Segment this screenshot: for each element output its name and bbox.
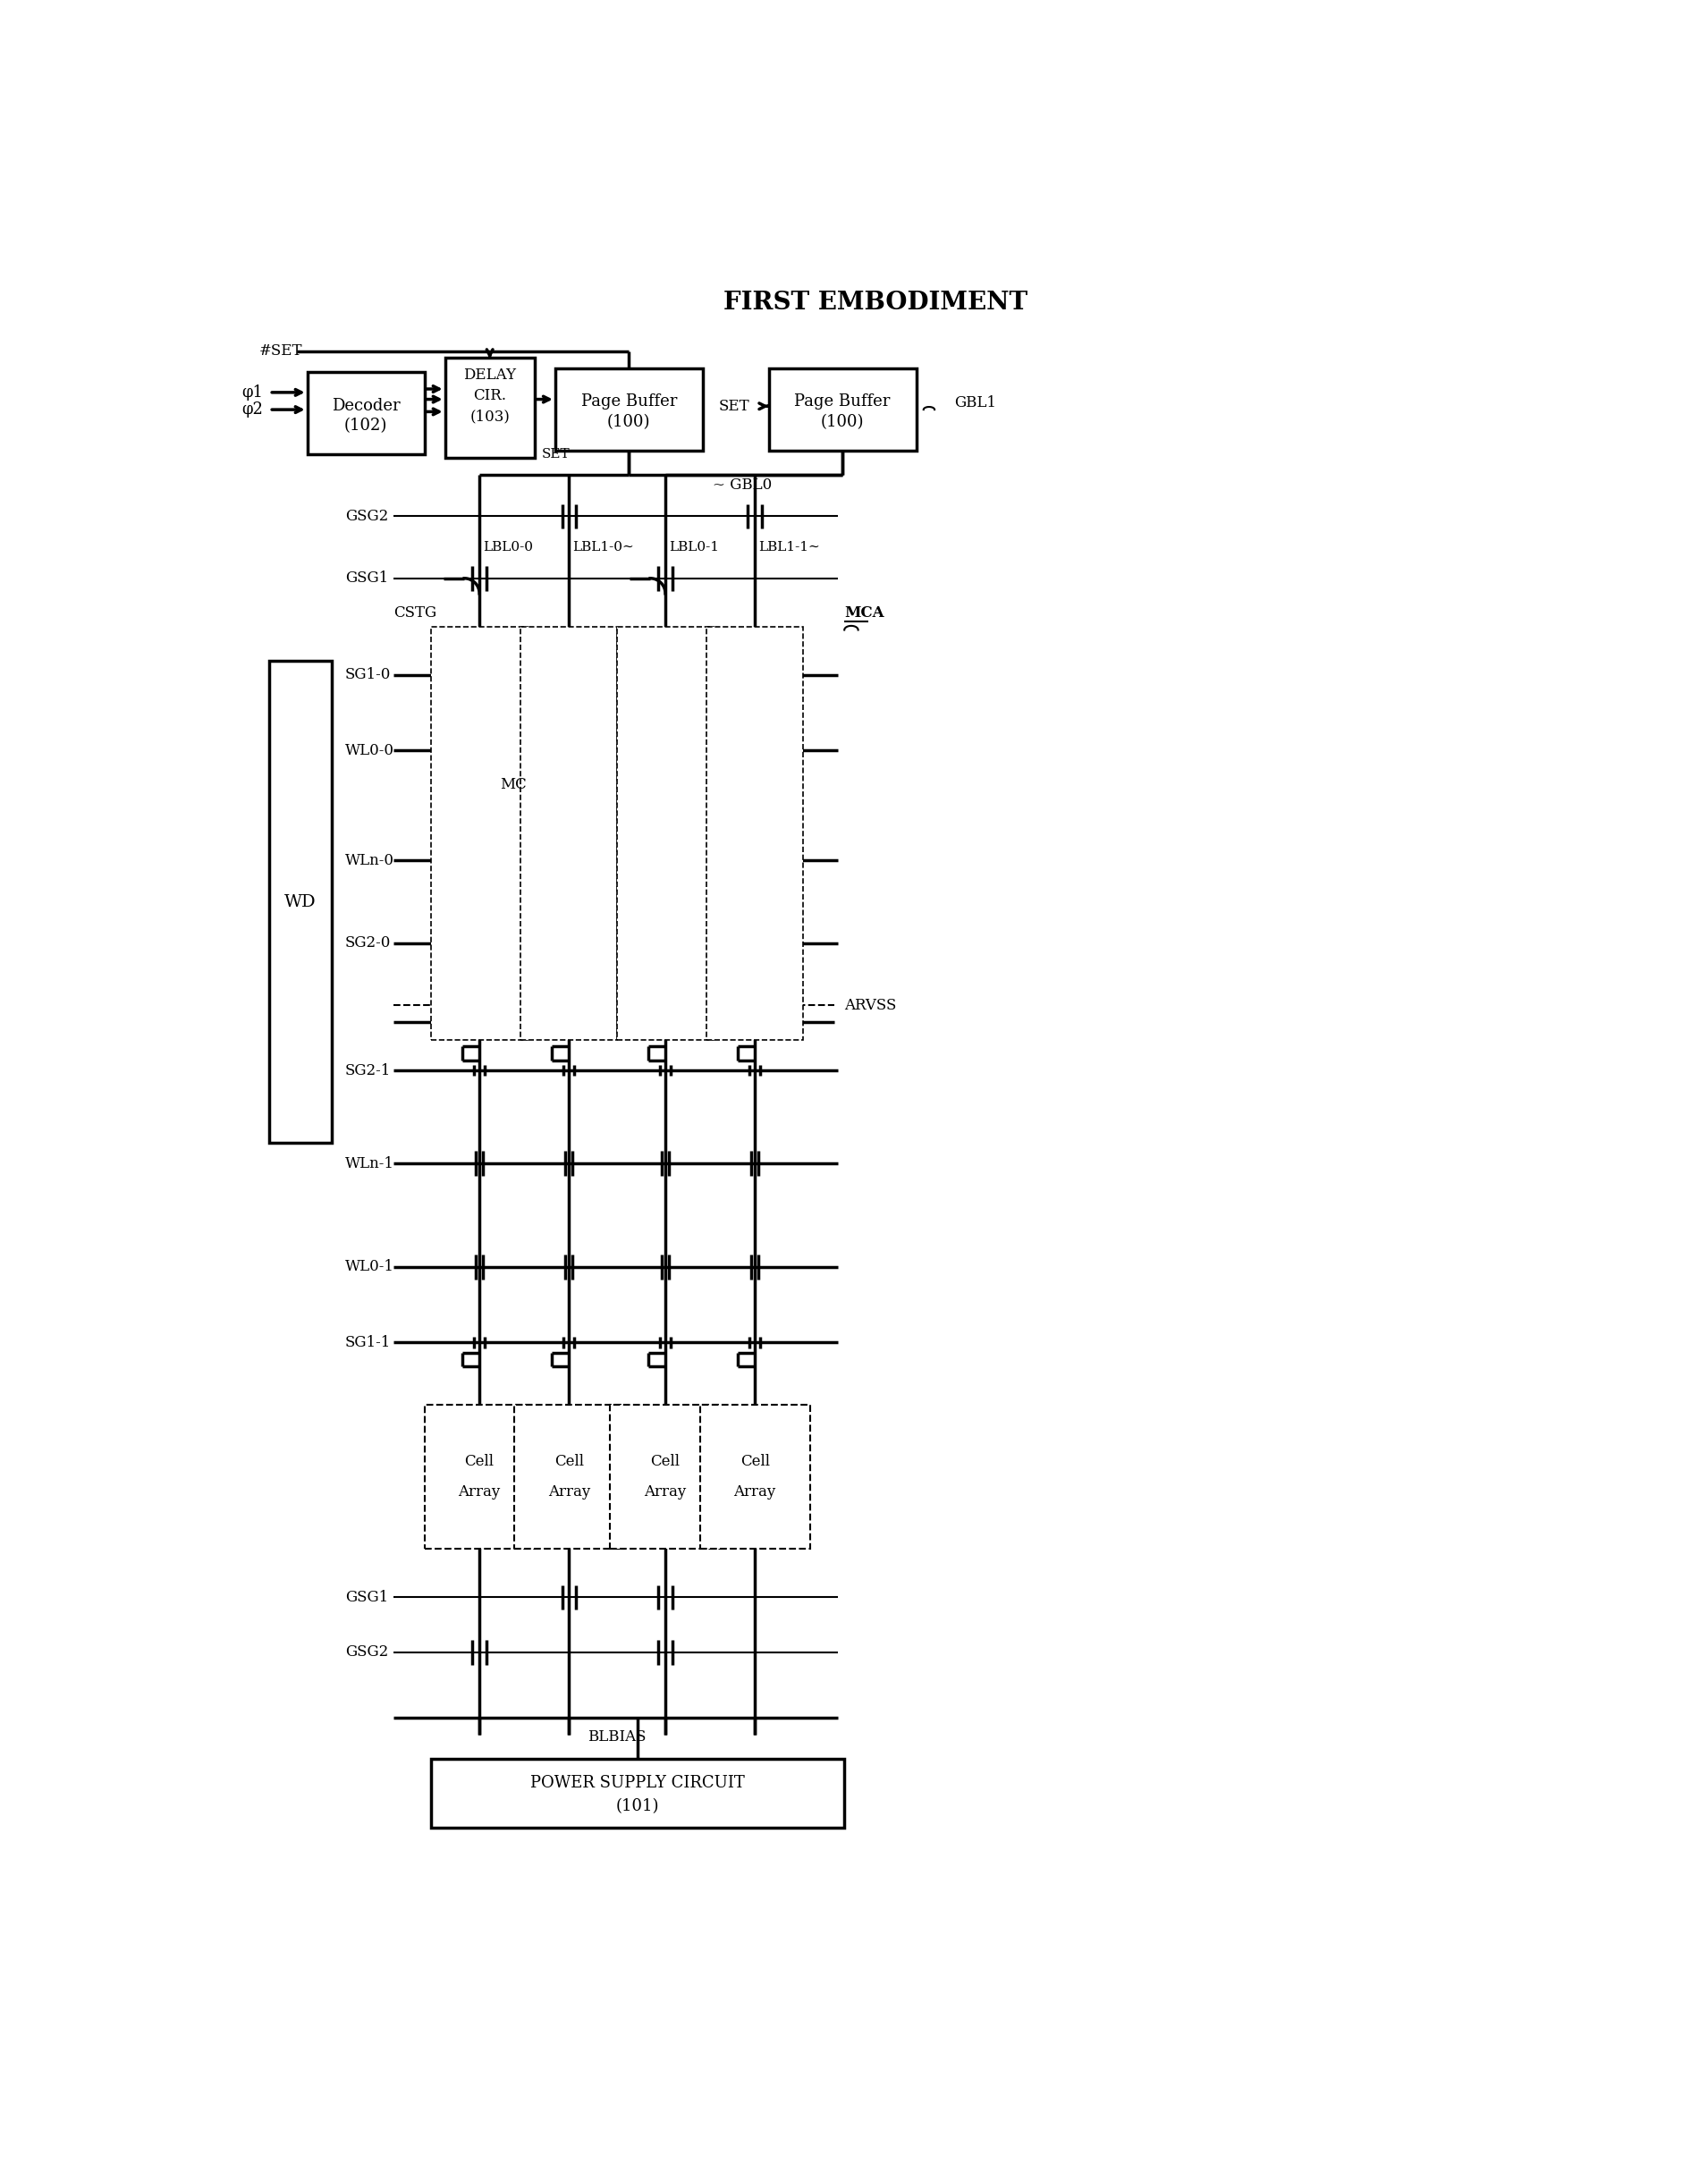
- Bar: [514, 1404, 623, 1550]
- Text: SG2-0: SG2-0: [345, 935, 391, 950]
- Text: Array: Array: [734, 1485, 775, 1500]
- Text: WL0-1: WL0-1: [345, 1260, 395, 1275]
- Text: POWER SUPPLY CIRCUIT: POWER SUPPLY CIRCUIT: [531, 1775, 745, 1792]
- Text: CSTG: CSTG: [393, 606, 436, 621]
- Text: MC: MC: [500, 778, 526, 794]
- Text: WL0-0: WL0-0: [345, 743, 395, 759]
- Bar: [307, 373, 424, 453]
- Text: Cell: Cell: [465, 1454, 494, 1469]
- Text: Page Buffer: Page Buffer: [581, 392, 676, 410]
- Text: Array: Array: [548, 1485, 589, 1500]
- Text: GSG1: GSG1: [345, 1589, 388, 1604]
- Text: SG1-0: SG1-0: [345, 667, 391, 682]
- Text: WLn-0: WLn-0: [345, 852, 395, 868]
- Text: LBL1-1∼: LBL1-1∼: [758, 541, 820, 554]
- Bar: [446, 358, 535, 458]
- Text: Decoder: Decoder: [331, 399, 400, 414]
- Bar: [430, 1759, 844, 1829]
- Text: Cell: Cell: [553, 1454, 584, 1469]
- Text: WD: WD: [285, 894, 316, 909]
- Text: SG1-1: SG1-1: [345, 1334, 391, 1349]
- Text: #SET: #SET: [260, 344, 302, 360]
- Text: BLBIAS: BLBIAS: [588, 1729, 646, 1744]
- Text: SG2-1: SG2-1: [345, 1064, 391, 1079]
- Text: GSG2: GSG2: [345, 508, 388, 523]
- Bar: [430, 626, 528, 1040]
- Bar: [617, 626, 714, 1040]
- Text: Page Buffer: Page Buffer: [794, 392, 890, 410]
- Text: ARVSS: ARVSS: [844, 998, 897, 1014]
- Bar: [424, 1404, 535, 1550]
- Text: MCA: MCA: [844, 606, 885, 621]
- Text: LBL0-0: LBL0-0: [483, 541, 533, 554]
- Text: φ1: φ1: [243, 384, 263, 401]
- Text: DELAY: DELAY: [463, 368, 516, 384]
- Text: φ2: φ2: [243, 401, 263, 419]
- Text: (100): (100): [606, 414, 651, 429]
- Text: Cell: Cell: [651, 1454, 680, 1469]
- Text: LBL0-1: LBL0-1: [670, 541, 719, 554]
- Text: WLn-1: WLn-1: [345, 1155, 395, 1171]
- Text: (103): (103): [470, 410, 509, 425]
- Text: Array: Array: [644, 1485, 687, 1500]
- Bar: [769, 368, 917, 451]
- Bar: [521, 626, 617, 1040]
- Text: SET: SET: [719, 399, 750, 414]
- Text: ~ GBL0: ~ GBL0: [712, 477, 772, 493]
- Text: SET: SET: [541, 449, 570, 460]
- Text: CIR.: CIR.: [473, 388, 506, 403]
- Text: Cell: Cell: [740, 1454, 770, 1469]
- Bar: [610, 1404, 721, 1550]
- Text: (102): (102): [345, 416, 388, 434]
- Text: (101): (101): [617, 1798, 659, 1814]
- Bar: [707, 626, 803, 1040]
- Text: GSG2: GSG2: [345, 1644, 388, 1659]
- Text: GBL1: GBL1: [955, 395, 996, 410]
- Bar: [555, 368, 704, 451]
- Bar: [270, 661, 331, 1142]
- Bar: [700, 1404, 810, 1550]
- Text: FIRST EMBODIMENT: FIRST EMBODIMENT: [722, 290, 1028, 314]
- Text: LBL1-0∼: LBL1-0∼: [572, 541, 634, 554]
- Text: Array: Array: [458, 1485, 500, 1500]
- Text: GSG1: GSG1: [345, 571, 388, 586]
- Text: (100): (100): [820, 414, 864, 429]
